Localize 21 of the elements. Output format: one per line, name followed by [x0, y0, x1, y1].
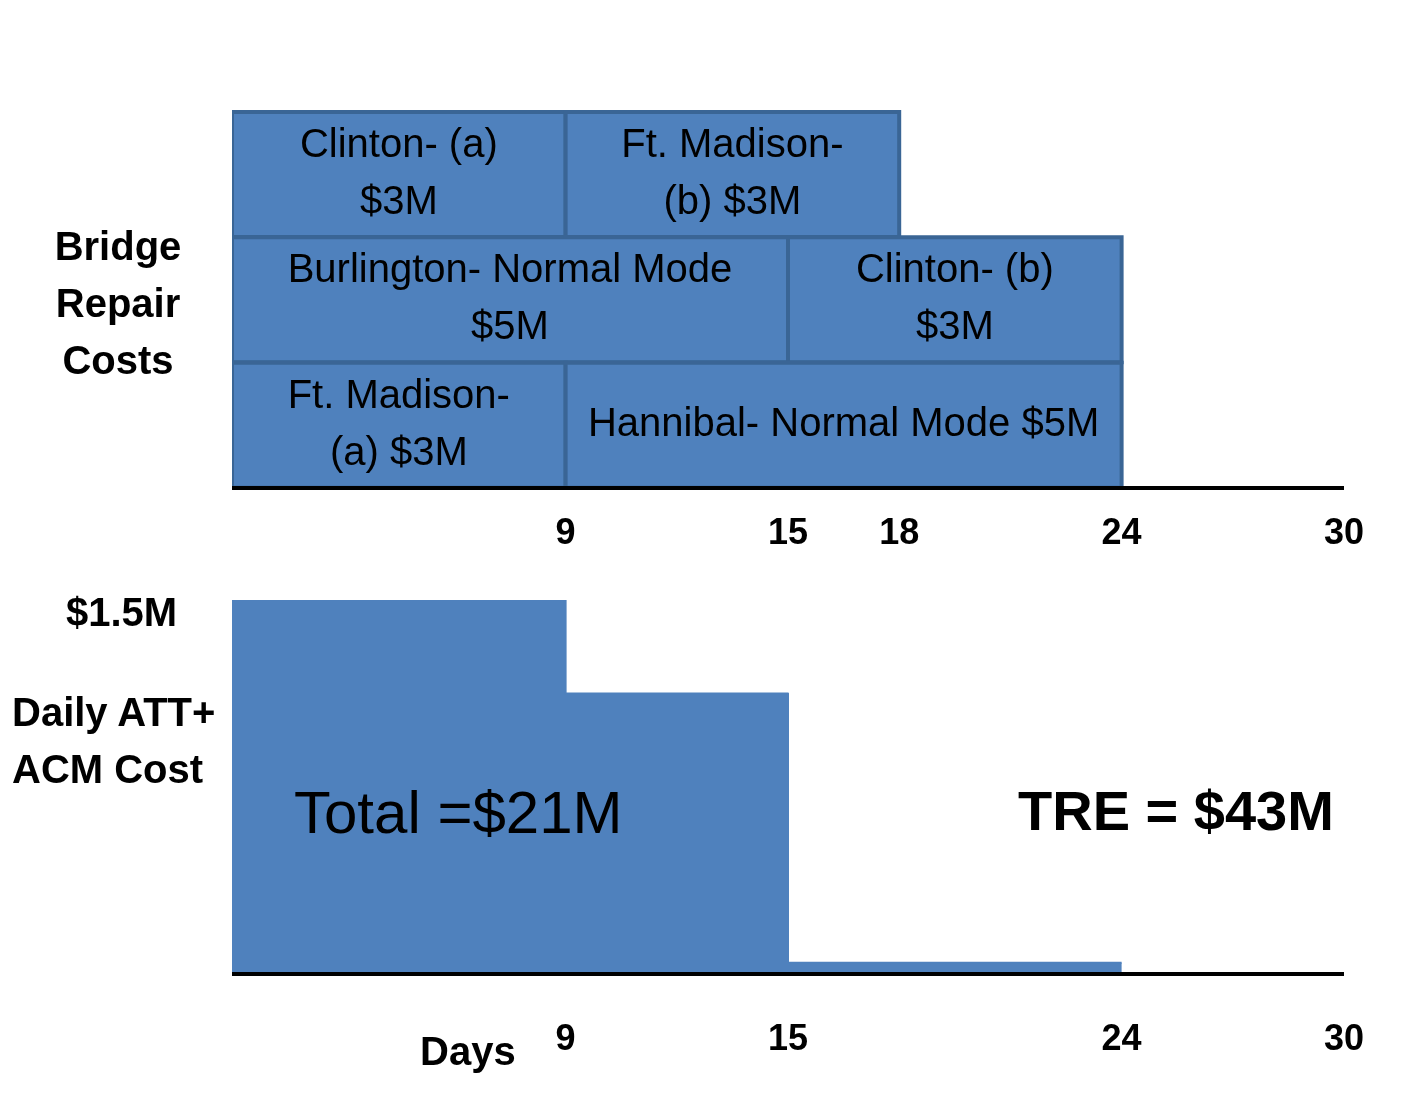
series-label: Burlington- Normal Mode $5M	[287, 245, 733, 347]
x-tick-label: 15	[767, 1016, 809, 1058]
series-label: Ft. Madison- (b) $3M	[621, 120, 844, 222]
series-label: Hannibal- Normal Mode $5M	[587, 399, 1100, 444]
x-axis-title: Days	[420, 1028, 516, 1075]
y-axis-title: Bridge Repair Costs	[53, 223, 183, 384]
x-tick-label: 24	[1101, 1016, 1142, 1058]
x-tick-label: 30	[1323, 510, 1365, 552]
y-axis-title: Daily ATT+ ACM Cost	[12, 689, 217, 793]
series-label: Ft. Madison- (a) $3M	[287, 371, 510, 473]
annotation: Total =$21M	[294, 778, 623, 847]
x-tick-label: 24	[1101, 510, 1142, 552]
x-tick-label: 30	[1323, 1016, 1365, 1058]
x-tick-label: 18	[879, 510, 920, 552]
x-tick-label: 9	[555, 1016, 576, 1058]
annotation: TRE = $43M	[1018, 778, 1334, 843]
text: $1.5M	[66, 590, 178, 635]
series-label: Clinton- (a) $3M	[299, 120, 498, 222]
series-label: Clinton- (b) $3M	[855, 245, 1054, 347]
x-tick-label: 9	[555, 510, 576, 552]
x-tick-label: 15	[767, 510, 809, 552]
